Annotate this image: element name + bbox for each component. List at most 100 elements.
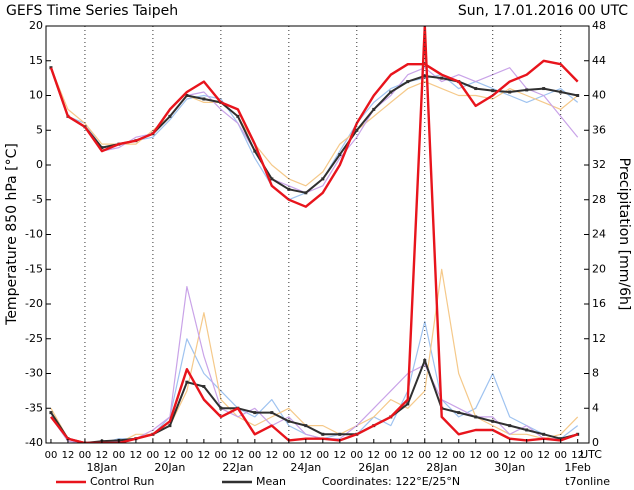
mean-marker <box>491 419 495 423</box>
mean-marker <box>508 90 512 94</box>
mean-marker <box>474 87 478 91</box>
y2-axis-label: Precipitation [mm/6h] <box>616 158 632 311</box>
mean-marker <box>338 432 342 436</box>
chart-title: GEFS Time Series Taipeh <box>6 3 178 19</box>
x-tick-label: 12 <box>198 450 211 461</box>
mean-marker <box>253 411 257 415</box>
mean-marker <box>542 432 546 436</box>
y2-tick-label: 8 <box>592 367 599 380</box>
mean-marker <box>219 406 223 410</box>
date-label: 22Jan <box>222 461 253 474</box>
temperature-line <box>49 59 579 208</box>
y-tick-label: -20 <box>25 297 43 310</box>
source: t7online <box>565 475 610 488</box>
x-tick-label: 00 <box>384 450 397 461</box>
plot-area <box>49 26 580 443</box>
mean-marker <box>236 114 240 118</box>
y2-tick-label: 48 <box>592 19 606 32</box>
y2-tick-label: 20 <box>592 262 606 275</box>
x-tick-label: 00 <box>79 450 92 461</box>
y-tick-label: 0 <box>36 158 43 171</box>
x-tick-label: 12 <box>130 450 143 461</box>
x-tick-label: 00 <box>181 450 194 461</box>
mean-marker <box>100 146 104 150</box>
y2-tick-label: 36 <box>592 123 606 136</box>
mean-marker <box>185 94 189 97</box>
x-tick-label: 00 <box>486 450 499 461</box>
mean-marker <box>202 385 206 389</box>
x-tick-label: 00 <box>350 450 363 461</box>
x-tick-label: 12 <box>265 450 278 461</box>
x-tick-label: 00 <box>554 450 567 461</box>
mean-marker <box>287 187 291 191</box>
x-tick-label: 12 <box>367 450 380 461</box>
mean-marker <box>270 411 274 415</box>
y2-tick-label: 12 <box>592 332 606 345</box>
mean-marker <box>202 97 206 101</box>
y-tick-label: -15 <box>25 262 43 275</box>
mean-marker <box>525 88 529 92</box>
x-tick-label: 12 <box>62 450 75 461</box>
legend-label: Control Run <box>90 475 154 488</box>
y-tick-label: 5 <box>36 123 43 136</box>
x-tick-label: 00 <box>214 450 227 461</box>
mean-marker <box>287 419 291 423</box>
mean-marker <box>525 428 529 432</box>
x-tick-label: 00 <box>147 450 160 461</box>
mean-marker <box>508 424 512 428</box>
date-label: 28Jan <box>426 461 457 474</box>
precipitation-line <box>50 26 579 443</box>
y2-tick-label: 0 <box>592 436 599 449</box>
x-tick-label: 00 <box>418 450 431 461</box>
mean-marker <box>474 415 478 419</box>
mean-marker <box>168 114 172 118</box>
mean-marker <box>542 87 546 91</box>
x-tick-label: 12 <box>231 450 244 461</box>
mean-marker <box>423 74 427 78</box>
mean-marker <box>321 177 325 181</box>
date-label: 30Jan <box>494 461 525 474</box>
mean-marker <box>559 90 563 94</box>
y-tick-label: -25 <box>25 332 43 345</box>
y2-tick-label: 16 <box>592 297 606 310</box>
mean-marker <box>270 177 274 181</box>
y2-tick-label: 24 <box>592 228 606 241</box>
y2-tick-label: 40 <box>592 89 606 102</box>
date-label: 1Feb <box>564 461 590 474</box>
mean-marker <box>49 66 53 70</box>
x-tick-label: 12 <box>435 450 448 461</box>
mean-marker <box>406 402 410 406</box>
date-label: 18Jan <box>86 461 117 474</box>
y-tick-label: 20 <box>29 19 43 32</box>
mean-marker <box>440 76 444 80</box>
plot-frame <box>45 25 590 444</box>
x-tick-label: 00 <box>520 450 533 461</box>
date-label: 20Jan <box>154 461 185 474</box>
y-tick-label: 10 <box>29 89 43 102</box>
legend-label: Mean <box>256 475 286 488</box>
mean-marker <box>168 424 172 428</box>
mean-marker <box>389 90 393 94</box>
mean-marker <box>457 411 461 415</box>
x-tick-label: 00 <box>452 450 465 461</box>
x-tick-label: 12 <box>299 450 312 461</box>
x-tick-label: 12 <box>96 450 109 461</box>
y2-tick-label: 44 <box>592 54 606 67</box>
mean-marker <box>185 380 189 384</box>
chart-subtitle: Sun, 17.01.2016 00 UTC <box>458 3 628 19</box>
y-tick-label: -40 <box>25 436 43 449</box>
y-tick-label: -10 <box>25 228 43 241</box>
y-axis-label: Temperature 850 hPa [°C] <box>4 143 20 326</box>
mean-marker <box>253 149 257 153</box>
mean-marker <box>338 153 342 157</box>
y2-tick-label: 28 <box>592 193 606 206</box>
y-tick-label: -35 <box>25 401 43 414</box>
temperature-line <box>50 67 579 194</box>
mean-marker <box>304 191 308 195</box>
mean-marker <box>372 107 376 111</box>
x-tick-label: 00 <box>45 450 58 461</box>
x-tick-label: 00 <box>316 450 329 461</box>
y-tick-label: 15 <box>29 54 43 67</box>
